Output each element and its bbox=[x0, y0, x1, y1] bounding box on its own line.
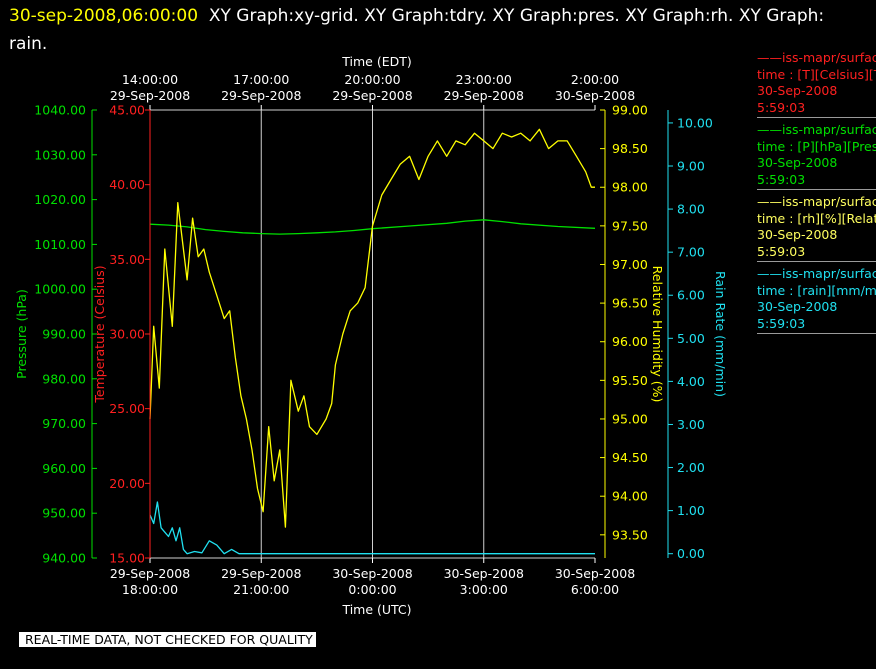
pressure-tick-label: 1010.00 bbox=[34, 237, 86, 252]
pressure-tick-label: 940.00 bbox=[42, 551, 86, 566]
x-tick-label: 2:00:00 bbox=[571, 72, 619, 87]
x-tick-label: 30-Sep-2008 bbox=[444, 566, 524, 581]
rain-tick-label: 2.00 bbox=[677, 460, 705, 475]
rain-tick-label: 0.00 bbox=[677, 546, 705, 561]
humidity-tick-label: 95.50 bbox=[612, 373, 648, 388]
temperature-tick-label: 15.00 bbox=[109, 551, 145, 566]
title-graph-list: XY Graph:xy-grid. XY Graph:tdry. XY Grap… bbox=[208, 6, 825, 26]
pressure-tick-label: 970.00 bbox=[42, 416, 86, 431]
x-tick-label: 29-Sep-2008 bbox=[110, 566, 190, 581]
legend-entry-text: ——iss-mapr/surface bbox=[757, 50, 876, 65]
rain-tick-label: 3.00 bbox=[677, 417, 705, 432]
x-tick-label: 17:00:00 bbox=[233, 72, 289, 87]
x-tick-label: 30-Sep-2008 bbox=[555, 566, 635, 581]
x-axis-title: Time (UTC) bbox=[341, 602, 411, 617]
quality-disclaimer: REAL-TIME DATA, NOT CHECKED FOR QUALITY bbox=[19, 632, 316, 647]
humidity-tick-label: 94.00 bbox=[612, 489, 648, 504]
rain-series-line bbox=[149, 501, 595, 555]
pressure-tick-label: 990.00 bbox=[42, 327, 86, 342]
temperature-tick-label: 25.00 bbox=[109, 401, 145, 416]
pressure-tick-label: 1000.00 bbox=[34, 282, 86, 297]
rain-tick-label: 6.00 bbox=[677, 288, 705, 303]
legend-entry-text: ——iss-mapr/surface bbox=[757, 194, 876, 209]
x-tick-label: 29-Sep-2008 bbox=[221, 88, 301, 103]
humidity-tick-label: 93.50 bbox=[612, 527, 648, 542]
x-tick-label: 29-Sep-2008 bbox=[444, 88, 524, 103]
temperature-tick-label: 35.00 bbox=[109, 252, 145, 267]
humidity-tick-label: 97.00 bbox=[612, 257, 648, 272]
x-tick-label: 20:00:00 bbox=[344, 72, 400, 87]
x-tick-label: 3:00:00 bbox=[460, 582, 508, 597]
rain-tick-label: 10.00 bbox=[677, 115, 713, 130]
temperature-tick-label: 30.00 bbox=[109, 327, 145, 342]
x-tick-label: 29-Sep-2008 bbox=[332, 88, 412, 103]
temperature-tick-label: 45.00 bbox=[109, 103, 145, 118]
legend-entry-text: 5:59:03 bbox=[757, 171, 806, 187]
legend-entry-text: time : [P][hPa][Pres bbox=[757, 138, 876, 154]
x-tick-label: 23:00:00 bbox=[456, 72, 512, 87]
legend-entry-text: 30-Sep-2008 bbox=[757, 299, 838, 314]
legend-entry-text: 30-Sep-2008 bbox=[757, 83, 838, 98]
rain-tick-label: 9.00 bbox=[677, 159, 705, 174]
x-tick-label: 6:00:00 bbox=[571, 582, 619, 597]
legend-entry: ——iss-mapr/surface time : [rain][mm/min 30… bbox=[757, 266, 876, 334]
humidity-series-line bbox=[149, 128, 595, 528]
temperature-tick-label: 20.00 bbox=[109, 476, 145, 491]
humidity-tick-label: 94.50 bbox=[612, 450, 648, 465]
rain-tick-label: 1.00 bbox=[677, 503, 705, 518]
graph-title: 30-sep-2008,06:00:00 XY Graph:xy-grid. X… bbox=[9, 2, 869, 58]
rain-tick-label: 4.00 bbox=[677, 374, 705, 389]
legend-entry-text: 30-Sep-2008 bbox=[757, 155, 838, 170]
legend-entry-text: time : [T][Celsius][T bbox=[757, 66, 876, 82]
temperature-axis-title: Temperature (Celsius) bbox=[92, 265, 107, 403]
x-tick-label: 21:00:00 bbox=[233, 582, 289, 597]
humidity-tick-label: 99.00 bbox=[612, 103, 648, 118]
x-tick-label: 30-Sep-2008 bbox=[555, 88, 635, 103]
pressure-axis-title: Pressure (hPa) bbox=[14, 289, 29, 379]
humidity-tick-label: 96.00 bbox=[612, 334, 648, 349]
pressure-series-line bbox=[149, 219, 596, 235]
legend-entry-text: ——iss-mapr/surface bbox=[757, 266, 876, 281]
x-tick-label: 14:00:00 bbox=[122, 72, 178, 87]
humidity-tick-label: 98.00 bbox=[612, 180, 648, 195]
pressure-tick-label: 1020.00 bbox=[34, 192, 86, 207]
rain-tick-label: 7.00 bbox=[677, 245, 705, 260]
title-timestamp: 30-sep-2008,06:00:00 bbox=[9, 6, 199, 26]
rain-tick-label: 5.00 bbox=[677, 331, 705, 346]
pressure-tick-label: 950.00 bbox=[42, 506, 86, 521]
pressure-tick-label: 1030.00 bbox=[34, 147, 86, 162]
humidity-tick-label: 97.50 bbox=[612, 218, 648, 233]
x-tick-label: 0:00:00 bbox=[348, 582, 396, 597]
humidity-axis-title: Relative Humidity (%) bbox=[650, 266, 665, 403]
rain-tick-label: 8.00 bbox=[677, 202, 705, 217]
x-tick-label: 29-Sep-2008 bbox=[110, 88, 190, 103]
x-tick-label: 18:00:00 bbox=[122, 582, 178, 597]
legend-entry-text: 5:59:03 bbox=[757, 315, 806, 331]
legend-entry-text: time : [rh][%][Relati bbox=[757, 210, 876, 226]
legend-entry: ——iss-mapr/surface time : [rh][%][Relati 3… bbox=[757, 194, 876, 262]
legend-entry: ——iss-mapr/surface time : [T][Celsius][T 3… bbox=[757, 50, 876, 118]
humidity-tick-label: 95.00 bbox=[612, 411, 648, 426]
legend-entry-text: ——iss-mapr/surface bbox=[757, 122, 876, 137]
pressure-tick-label: 960.00 bbox=[42, 461, 86, 476]
title-graph-list-continued: rain. bbox=[9, 34, 48, 54]
legend-entry-text: 5:59:03 bbox=[757, 243, 806, 259]
legend-entry-text: 30-Sep-2008 bbox=[757, 227, 838, 242]
legend-entry-text: 5:59:03 bbox=[757, 99, 806, 115]
rain-axis-title: Rain Rate (mm/min) bbox=[713, 271, 728, 397]
humidity-tick-label: 98.50 bbox=[612, 141, 648, 156]
legend-entry-text: time : [rain][mm/min bbox=[757, 282, 876, 298]
x-tick-label: 30-Sep-2008 bbox=[332, 566, 412, 581]
legend-entry: ——iss-mapr/surface time : [P][hPa][Pres 30… bbox=[757, 122, 876, 190]
temperature-tick-label: 40.00 bbox=[109, 177, 145, 192]
x-tick-label: 29-Sep-2008 bbox=[221, 566, 301, 581]
pressure-tick-label: 980.00 bbox=[42, 371, 86, 386]
humidity-tick-label: 96.50 bbox=[612, 296, 648, 311]
pressure-tick-label: 1040.00 bbox=[34, 103, 86, 118]
x-axis-title: Time (EDT) bbox=[341, 54, 411, 69]
legend: ——iss-mapr/surface time : [T][Celsius][T 3… bbox=[757, 50, 876, 334]
